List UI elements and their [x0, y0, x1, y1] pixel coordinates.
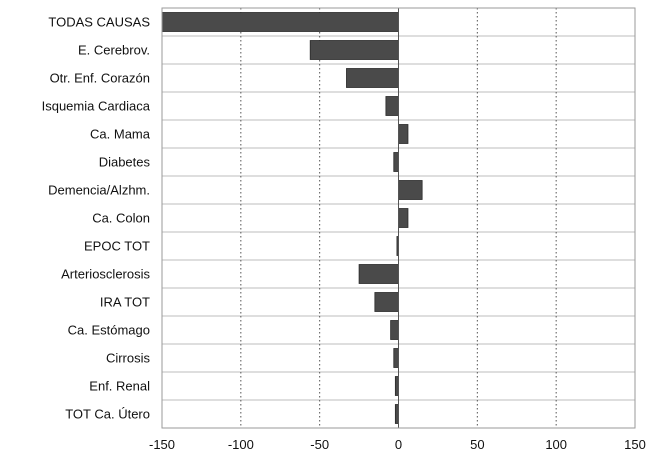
x-tick-labels: -150 -100 -50 0 50 100 150 — [149, 437, 646, 452]
x-tick-label: -150 — [149, 437, 175, 452]
category-label: EPOC TOT — [84, 239, 150, 254]
bar — [374, 292, 399, 312]
bar — [393, 152, 399, 172]
x-tick-label: 150 — [624, 437, 646, 452]
category-label: Diabetes — [99, 155, 151, 170]
bar — [398, 124, 409, 144]
category-label: Isquemia Cardiaca — [42, 99, 151, 114]
category-label: IRA TOT — [100, 295, 150, 310]
category-label: Ca. Colon — [92, 211, 150, 226]
category-label: TOT Ca. Útero — [65, 407, 150, 422]
category-label: Demencia/Alzhm. — [48, 183, 150, 198]
bar — [346, 68, 399, 88]
x-tick-label: -100 — [228, 437, 254, 452]
bar — [161, 12, 399, 32]
category-label: Cirrosis — [106, 351, 151, 366]
category-label: Arteriosclerosis — [61, 267, 150, 282]
x-tick-label: 0 — [395, 437, 402, 452]
bar — [358, 264, 399, 284]
category-label: Otr. Enf. Corazón — [50, 71, 150, 86]
x-tick-label: -50 — [310, 437, 329, 452]
category-label: TODAS CAUSAS — [48, 15, 150, 30]
bar — [385, 96, 399, 116]
bar — [398, 180, 423, 200]
bar — [398, 208, 409, 228]
category-label: Ca. Estómago — [68, 323, 150, 338]
bars — [161, 12, 423, 424]
category-label: Enf. Renal — [89, 379, 150, 394]
x-tick-label: 50 — [470, 437, 484, 452]
bar — [309, 40, 399, 60]
category-labels: TODAS CAUSAS E. Cerebrov. Otr. Enf. Corazó… — [42, 15, 151, 422]
bar — [390, 320, 399, 340]
bar — [393, 348, 399, 368]
category-label: E. Cerebrov. — [78, 43, 150, 58]
x-tick-label: 100 — [545, 437, 567, 452]
plot-frame — [161, 7, 636, 429]
category-label: Ca. Mama — [90, 127, 151, 142]
